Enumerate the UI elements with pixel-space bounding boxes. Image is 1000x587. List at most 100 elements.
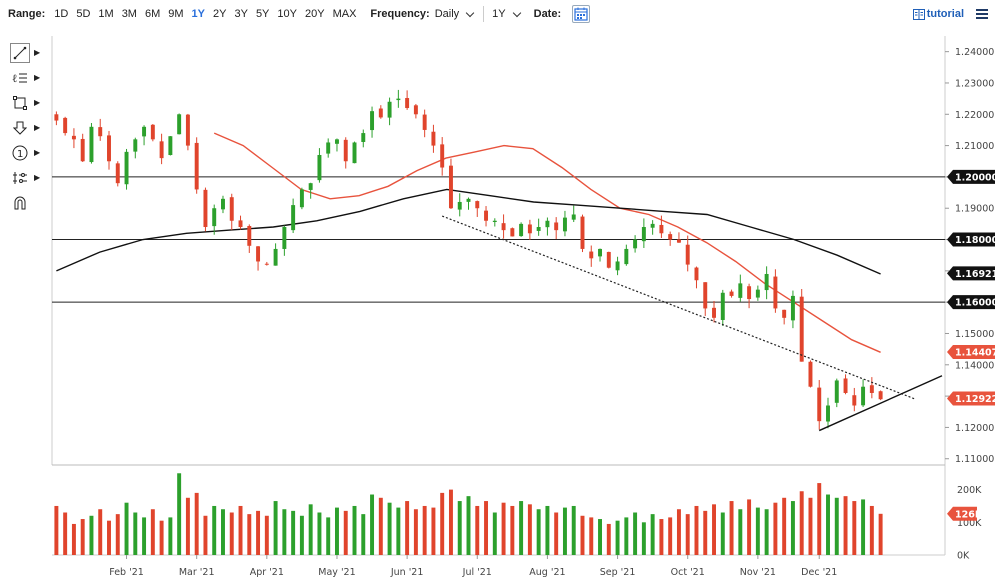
candle-body <box>405 98 410 109</box>
hamburger-menu-icon[interactable] <box>976 9 988 19</box>
candle-body <box>431 131 436 146</box>
rectangle-tool[interactable]: ▶ <box>10 90 46 115</box>
candle-body <box>361 133 366 142</box>
x-tick-label: Sep '21 <box>600 567 636 578</box>
candle-body <box>282 227 287 249</box>
volume-bar <box>475 505 480 555</box>
arrow-tool[interactable]: ▶ <box>10 115 46 140</box>
candle-body <box>668 234 673 240</box>
price-badge <box>947 295 995 310</box>
volume-bar <box>457 501 462 555</box>
range-option-2y[interactable]: 2Y <box>213 8 227 20</box>
range-option-20y[interactable]: 20Y <box>304 8 325 20</box>
volume-bar <box>501 502 506 555</box>
calendar-icon[interactable] <box>572 5 591 23</box>
volume-bar <box>396 507 401 555</box>
volume-bar <box>413 509 418 555</box>
range-label: Range: <box>8 8 46 20</box>
candle-body <box>212 208 217 227</box>
volume-bar <box>527 504 532 555</box>
tutorial-icon <box>912 8 925 20</box>
candle-body <box>396 98 401 101</box>
volume-bar <box>142 517 147 555</box>
chart-frame <box>51 36 946 556</box>
range-option-1m[interactable]: 1M <box>98 8 114 20</box>
candle-body <box>676 239 681 243</box>
volume-bar <box>115 514 120 555</box>
volume-bar <box>580 515 585 555</box>
candle-body <box>615 261 620 271</box>
price-badge-label: 1.14407 <box>955 348 998 359</box>
volume-bar <box>492 512 497 555</box>
volume-bar <box>80 519 85 555</box>
candle-body <box>229 197 234 221</box>
range-option-5d[interactable]: 5D <box>76 8 91 20</box>
candle-body <box>852 395 857 406</box>
volume-bar <box>124 502 129 555</box>
range-option-5y[interactable]: 5Y <box>255 8 270 20</box>
candle-body <box>98 127 103 137</box>
volume-bar <box>826 494 830 555</box>
volume-bar <box>71 523 76 555</box>
indicator-tool[interactable]: ▶ <box>10 165 46 190</box>
period-dropdown[interactable]: 1Y <box>492 8 525 20</box>
range-option-10y[interactable]: 10Y <box>277 8 297 20</box>
range-option-1d[interactable]: 1D <box>54 8 69 20</box>
indicator-tool-icon <box>10 168 30 188</box>
magnet-tool[interactable] <box>10 190 46 215</box>
volume-bar <box>422 505 427 555</box>
text-tool[interactable]: ℓ ▶ <box>10 65 46 90</box>
candle-body <box>834 380 839 403</box>
volume-bar <box>694 505 699 555</box>
volume-bar <box>405 501 410 555</box>
volume-bar <box>712 504 716 555</box>
range-option-1y[interactable]: 1Y <box>191 8 205 20</box>
x-tick-label: Aug '21 <box>529 567 565 578</box>
volume-bar <box>264 515 269 555</box>
volume-bar <box>633 512 638 555</box>
volume-bar <box>229 512 234 555</box>
frequency-dropdown[interactable]: Daily <box>435 8 479 20</box>
volume-bar <box>54 505 59 555</box>
volume-bar <box>510 505 515 555</box>
line-tool[interactable]: ▶ <box>10 40 46 65</box>
candle-body <box>878 391 883 400</box>
volume-bar <box>273 501 278 555</box>
range-option-6m[interactable]: 6M <box>144 8 161 20</box>
volume-bar <box>159 520 164 555</box>
volume-bar <box>624 517 629 555</box>
candle-body <box>63 117 68 134</box>
text-tool-icon: ℓ <box>10 68 30 88</box>
candlesticks <box>54 89 883 430</box>
volume-bar <box>343 510 348 555</box>
candle-body <box>150 124 155 140</box>
candle-body <box>650 223 655 228</box>
volume-bar <box>773 502 778 555</box>
candle-body <box>440 144 445 168</box>
tutorial-link[interactable]: tutorial <box>912 8 964 20</box>
candle-body <box>782 309 787 318</box>
range-option-9m[interactable]: 9M <box>168 8 184 20</box>
volume-bar <box>834 497 839 555</box>
candle-body <box>843 378 848 393</box>
number-tool[interactable]: 1 ▶ <box>10 140 46 165</box>
volume-tick-label: 200K <box>957 485 982 496</box>
trendlines[interactable] <box>441 215 943 432</box>
y-tick-label: 1.24000 <box>955 47 994 58</box>
volume-bar <box>641 522 646 555</box>
range-option-max[interactable]: MAX <box>332 8 357 20</box>
x-tick-label: Feb '21 <box>109 567 144 578</box>
volume-bar <box>63 512 68 555</box>
volume-bar <box>291 510 296 555</box>
top-toolbar: Range: 1D 5D 1M 3M 6M 9M 1Y 2Y 3Y 5Y 10Y 20Y MAX Fre… <box>0 0 1000 28</box>
ma200-line <box>56 188 881 275</box>
candle-body <box>378 108 383 118</box>
horizontal-levels[interactable] <box>52 176 945 303</box>
candle-body <box>256 246 261 262</box>
range-option-3m[interactable]: 3M <box>121 8 137 20</box>
candle-body <box>869 385 874 393</box>
candle-body <box>133 139 138 152</box>
range-option-3y[interactable]: 3Y <box>234 8 248 20</box>
line-tool-icon <box>10 42 30 63</box>
